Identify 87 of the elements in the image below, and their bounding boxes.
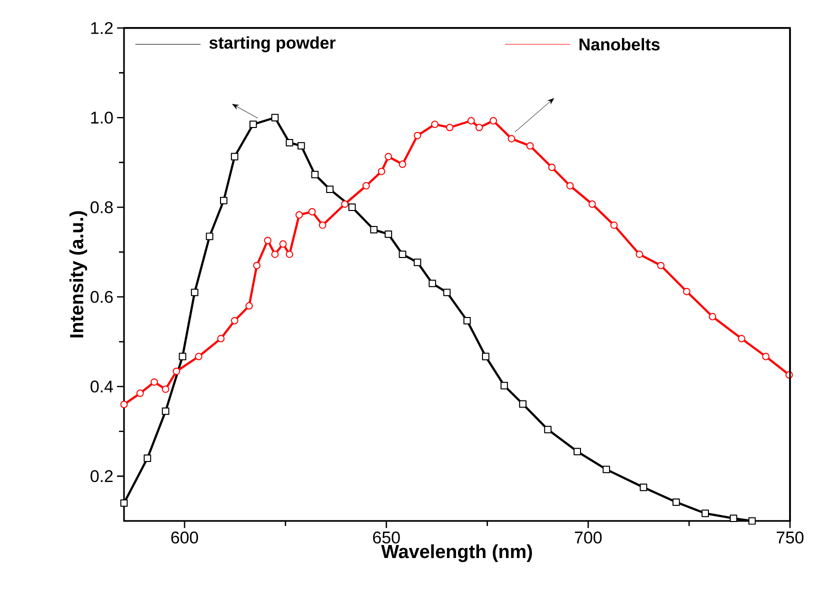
point	[318, 221, 326, 229]
x-axis-title: Wavelength (nm)	[381, 544, 532, 562]
point	[136, 390, 144, 397]
point	[730, 514, 738, 522]
y-tick-label: 0.4	[90, 380, 113, 393]
point	[370, 226, 378, 234]
point	[230, 316, 238, 324]
point	[682, 288, 690, 296]
point	[398, 160, 406, 168]
point	[544, 426, 552, 434]
point	[279, 240, 287, 248]
point	[326, 186, 334, 194]
point	[286, 250, 294, 258]
y-tick-label: 1.0	[91, 112, 113, 124]
y-tick-label: 0.6	[90, 290, 113, 303]
point	[178, 352, 186, 360]
point	[762, 352, 770, 360]
point	[414, 132, 422, 140]
legend-label: Nanobelts	[580, 38, 660, 50]
point	[508, 134, 516, 142]
x-tick-label: 750	[776, 532, 804, 544]
point	[162, 386, 170, 393]
point	[519, 400, 527, 408]
point	[602, 466, 610, 474]
point	[194, 352, 202, 360]
point	[230, 152, 238, 160]
point	[249, 120, 257, 128]
point	[428, 280, 436, 288]
legend-label: starting powder	[209, 36, 336, 52]
point	[431, 120, 439, 128]
point	[490, 117, 498, 124]
point	[708, 312, 716, 320]
point	[271, 114, 279, 122]
point	[286, 139, 294, 146]
point	[120, 400, 128, 408]
point	[341, 200, 348, 208]
point	[467, 117, 475, 124]
point	[348, 204, 356, 211]
point	[636, 250, 644, 258]
point	[206, 232, 214, 240]
point	[362, 182, 370, 190]
x-tick-label: 700	[574, 532, 602, 544]
point	[217, 334, 225, 342]
point	[220, 196, 228, 204]
point	[500, 382, 508, 390]
point	[574, 448, 581, 456]
point	[144, 454, 152, 462]
point	[482, 352, 490, 360]
y-tick-label: 0.8	[90, 201, 113, 214]
point	[264, 236, 272, 244]
point	[672, 498, 680, 506]
point	[398, 250, 406, 258]
point	[640, 484, 648, 492]
point	[311, 170, 319, 178]
point	[245, 302, 253, 310]
point	[748, 517, 756, 525]
point	[526, 142, 534, 150]
point	[588, 200, 596, 208]
point	[150, 378, 158, 386]
point	[308, 208, 316, 216]
point	[657, 262, 665, 270]
point	[190, 288, 198, 296]
point	[253, 262, 261, 270]
x-tick-label: 600	[171, 532, 198, 544]
point	[384, 152, 392, 160]
y-tick-label: 1.2	[91, 22, 113, 34]
point	[610, 221, 618, 229]
point	[414, 258, 422, 266]
point	[463, 316, 471, 324]
point	[172, 368, 180, 375]
point	[476, 124, 483, 132]
y-axis-title: Intensity (a.u.)	[69, 211, 88, 338]
x-tick-label: 650	[373, 532, 400, 544]
y-tick-label: 0.2	[90, 470, 113, 482]
point	[378, 168, 386, 176]
point	[162, 407, 170, 415]
point	[295, 211, 303, 219]
point	[120, 499, 128, 507]
point	[738, 334, 746, 342]
point	[384, 230, 392, 238]
point	[446, 124, 454, 132]
point	[298, 142, 305, 150]
point	[702, 510, 709, 518]
point	[443, 288, 451, 296]
point	[548, 164, 556, 172]
point	[566, 182, 574, 190]
point	[271, 250, 279, 258]
